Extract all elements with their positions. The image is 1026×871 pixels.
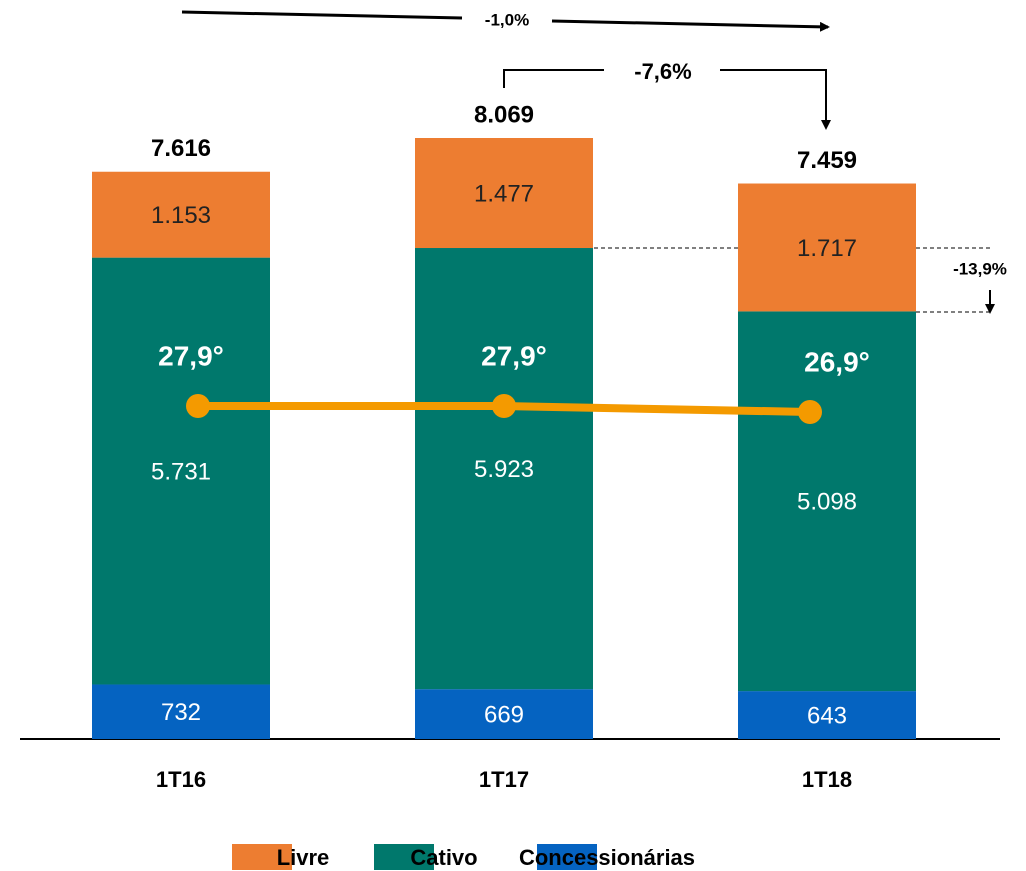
bar-segment — [738, 691, 916, 739]
total-label: 7.459 — [797, 147, 857, 174]
total-label: 7.616 — [151, 135, 211, 162]
arrow-line — [551, 19, 830, 32]
data-label: 5.098 — [797, 489, 857, 516]
bar-segment — [738, 183, 916, 312]
bar-segment — [415, 248, 593, 690]
line-point — [186, 394, 210, 418]
line-label: 27,9° — [481, 340, 547, 371]
line-point — [492, 394, 516, 418]
category-label: 1T16 — [156, 767, 206, 792]
bar-segment — [92, 684, 270, 739]
line-label: 27,9° — [158, 340, 224, 371]
total-label: 8.069 — [474, 101, 534, 128]
legend-swatch — [374, 844, 434, 870]
plot: 732 5.731 1.153 7.616 1T16 669 5.923 1.477 8.069… — [92, 101, 916, 870]
line-label: 26,9° — [804, 346, 870, 377]
category-label: 1T17 — [479, 767, 529, 792]
bar-segment — [92, 257, 270, 685]
bar-segment — [415, 138, 593, 249]
category-label: 1T18 — [802, 767, 852, 792]
annotation: -13,9% — [953, 259, 1007, 278]
arrow-line — [181, 10, 463, 20]
annotation: -1,0% — [485, 10, 529, 29]
data-label: 1.477 — [474, 180, 534, 207]
bar-segment — [415, 689, 593, 739]
line-point — [798, 400, 822, 424]
legend-label: Livre — [277, 845, 330, 870]
data-label: 669 — [484, 701, 524, 728]
annotation: -7,6% — [634, 59, 691, 84]
data-label: 1.153 — [151, 202, 211, 229]
legend-swatch — [537, 844, 597, 870]
legend-swatch — [232, 844, 292, 870]
data-label: 5.731 — [151, 458, 211, 485]
bar-segment — [738, 311, 916, 692]
data-label: 1.717 — [797, 235, 857, 262]
bar-segment — [92, 171, 270, 258]
arrow-line — [720, 69, 831, 130]
legend-label: Cativo — [410, 845, 477, 870]
arrow-line — [503, 69, 604, 88]
data-label: 643 — [807, 702, 847, 729]
data-label: 732 — [161, 699, 201, 726]
data-label: 5.923 — [474, 456, 534, 483]
legend-label: Concessionárias — [519, 845, 695, 870]
